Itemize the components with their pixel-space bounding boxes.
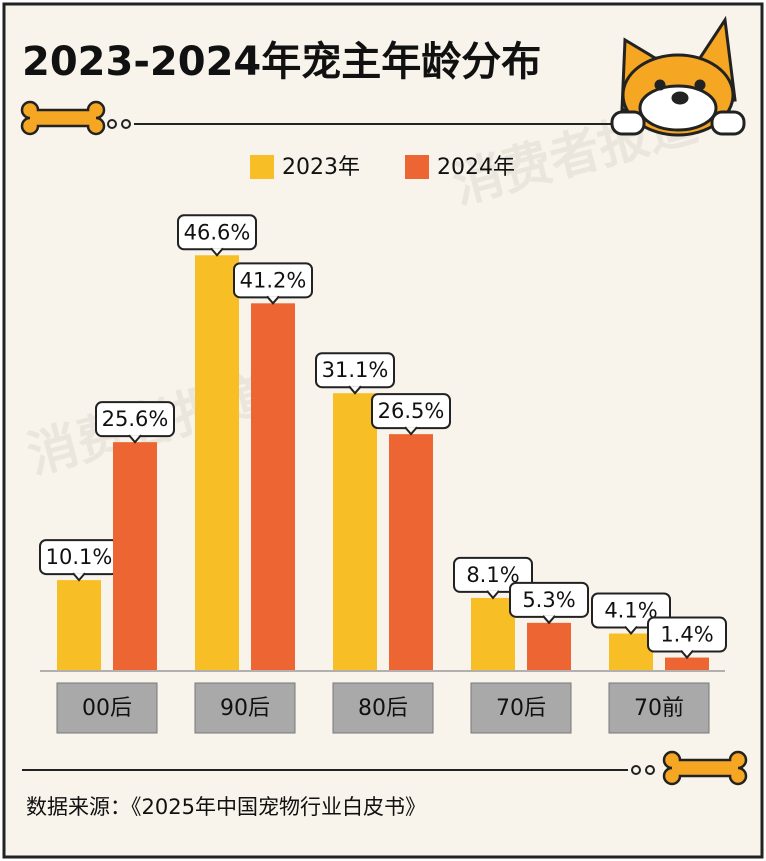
bar: [195, 255, 239, 670]
bar: [333, 393, 377, 670]
x-tick-label: 70前: [634, 696, 684, 721]
chart-title: 2023-2024年宠主年龄分布: [22, 39, 541, 85]
value-label: 8.1%: [466, 563, 519, 587]
dot: [645, 765, 655, 775]
legend-swatch: [405, 155, 429, 179]
value-label: 4.1%: [604, 599, 657, 623]
value-label: 41.2%: [240, 268, 307, 292]
bar: [57, 580, 101, 670]
value-label-pointer: [404, 426, 418, 436]
dot: [631, 765, 641, 775]
value-label-pointer: [348, 385, 362, 395]
bar: [251, 303, 295, 670]
bar: [609, 633, 653, 670]
dot: [121, 119, 131, 129]
value-label: 46.6%: [184, 220, 251, 244]
bar: [471, 597, 515, 670]
value-label: 10.1%: [46, 545, 113, 569]
x-tick-label: 80后: [358, 696, 408, 721]
value-label-pointer: [542, 615, 556, 625]
value-label-pointer: [624, 625, 638, 636]
bar: [665, 657, 709, 670]
value-label: 31.1%: [322, 358, 389, 382]
legend-label: 2024年: [437, 155, 515, 180]
category-box: [194, 682, 296, 734]
bone-top: [20, 100, 106, 136]
source: 数据来源：《2025年中国宠物行业白皮书》: [26, 795, 426, 819]
value-label-pointer: [680, 649, 694, 660]
value-label-pointer: [210, 247, 224, 257]
bar: [389, 434, 433, 670]
x-tick-label: 90后: [220, 696, 270, 721]
value-label-pointer: [72, 572, 86, 582]
value-label-pointer: [486, 590, 500, 600]
value-label-pointer: [266, 295, 280, 305]
value-label: 5.3%: [522, 588, 575, 612]
value-label: 25.6%: [102, 407, 169, 431]
x-tick-label: 00后: [82, 696, 132, 721]
bone-bottom: [662, 750, 748, 786]
bar: [527, 622, 571, 670]
category-box: [56, 682, 158, 734]
dog-icon: [610, 15, 746, 137]
dot: [107, 119, 117, 129]
legend-label: 2023年: [282, 155, 360, 180]
value-label: 1.4%: [660, 623, 713, 647]
category-box: [608, 682, 710, 734]
category-box: [332, 682, 434, 734]
bar: [113, 442, 157, 670]
value-label-pointer: [128, 434, 142, 444]
x-tick-label: 70后: [496, 696, 546, 721]
legend-swatch: [250, 155, 274, 179]
category-box: [470, 682, 572, 734]
value-label: 26.5%: [378, 399, 445, 423]
